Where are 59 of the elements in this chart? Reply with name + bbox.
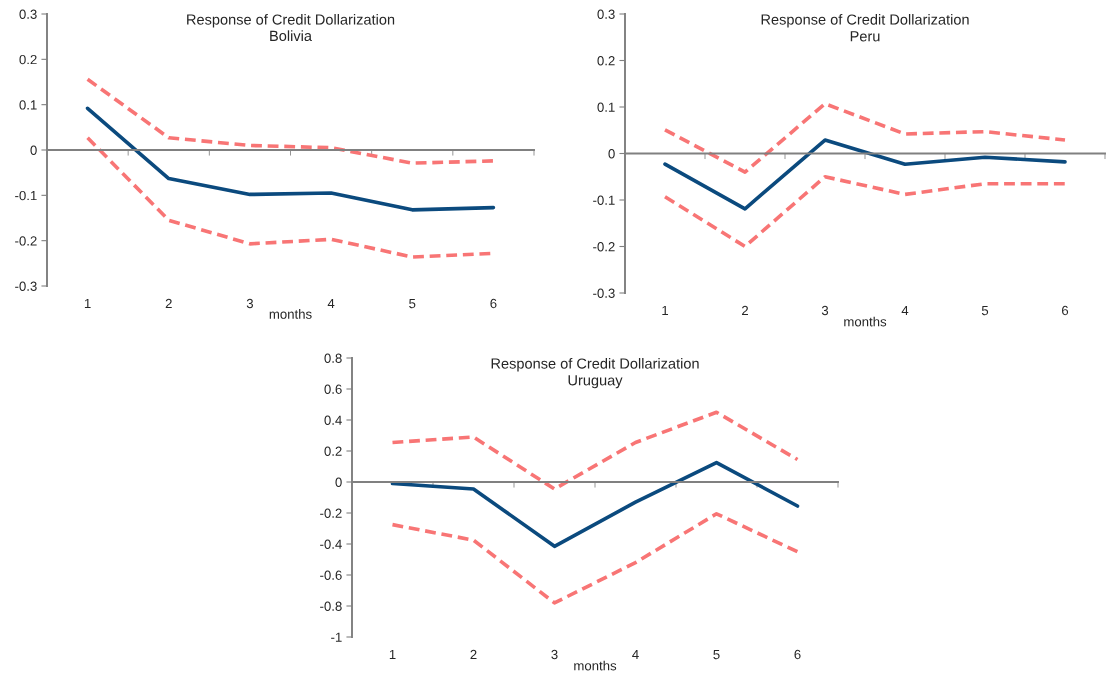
y-tick-label: 0.1 [19,100,37,110]
x-tick-label: 1 [84,298,91,309]
y-tick-label: 0.6 [324,384,342,394]
y-tick-label: -0.4 [320,539,342,549]
y-tick-label: 0.2 [597,56,615,66]
x-tick-label: 1 [389,649,396,660]
text: Peru [850,31,880,42]
y-tick-label: 0.3 [19,9,37,19]
x-tick-label: 4 [632,649,639,660]
y-tick-label: -0.2 [593,242,615,252]
y-tick-label: -0.8 [320,601,342,611]
y-tick-label: -1 [331,632,342,642]
y-tick-label: 0.1 [597,102,615,112]
line-series [663,138,1067,211]
x-tick-label: 5 [409,298,416,309]
y-tick-label: -0.2 [320,508,342,518]
line-series [663,174,1067,249]
chart-title: Response of Credit Dollarization [187,14,395,28]
x-tick-label: 2 [165,298,172,309]
x-tick-label: 2 [742,305,749,316]
x-axis-title: months [844,316,887,327]
y-tick-label: 0.2 [324,446,342,456]
y-tick-label: -0.1 [15,190,37,201]
y-tick-label: -0.1 [593,195,615,205]
x-tick-label: 5 [981,305,989,316]
y-tick-label: 0.4 [324,415,342,425]
line-series [85,106,496,212]
x-tick-label: 3 [821,305,829,316]
line-series [390,410,800,491]
x-tick-label: 6 [1062,305,1069,316]
chart-title: Response of Credit Dollarization [761,14,969,28]
x-tick-label: 6 [490,298,497,309]
y-tick-label: -0.6 [320,570,342,580]
chart-title: Response of Credit Dollarization [491,358,699,372]
x-axis-title: months [574,660,617,671]
y-tick-label: 0.2 [19,54,37,65]
line-series [85,77,496,165]
x-tick-label: 6 [794,649,801,660]
line-series [390,511,800,605]
x-tick-label: 4 [901,305,909,316]
y-tick-label: -0.3 [15,281,37,291]
y-tick-label: 0.3 [597,9,615,19]
x-tick-label: 1 [662,305,669,316]
text: Uruguay [568,375,623,389]
line-series [663,101,1067,174]
x-tick-label: 4 [327,298,335,309]
y-tick-label: 0.8 [324,353,342,363]
y-tick-label: -0.3 [593,288,615,298]
x-tick-label: 2 [470,649,477,660]
y-tick-label: 0 [30,145,37,155]
line-series [390,460,800,549]
x-axis-title: months [269,309,312,319]
y-tick-label: 0 [608,149,615,159]
y-tick-label: 0 [335,477,342,487]
x-tick-label: 3 [246,298,254,309]
y-tick-label: -0.2 [15,236,37,246]
text: Bolivia [270,30,312,42]
x-tick-label: 5 [713,649,720,660]
x-tick-label: 3 [551,649,558,660]
